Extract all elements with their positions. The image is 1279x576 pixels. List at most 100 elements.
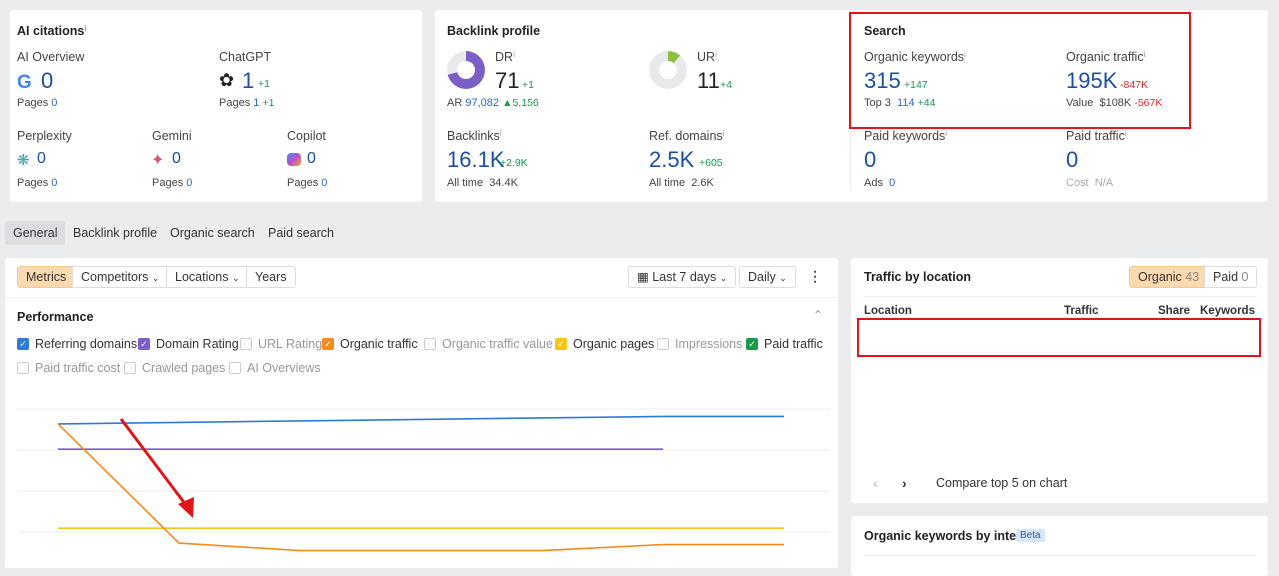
competitors-dropdown[interactable]: Competitors ⌄ <box>72 266 169 288</box>
ai-overview-pages[interactable]: 0 <box>51 97 58 109</box>
ref-domains-all-time: 2.6K <box>691 177 714 189</box>
top3-value[interactable]: 114 <box>897 97 915 109</box>
backlinks-all-time: 34.4K <box>489 177 518 189</box>
divider <box>5 297 838 298</box>
info-icon[interactable]: i <box>715 50 717 59</box>
col-traffic: Traffic <box>1064 305 1099 317</box>
info-icon[interactable]: i <box>1143 50 1146 59</box>
next-page-icon[interactable]: › <box>902 475 907 491</box>
interval-label: Daily <box>748 270 776 284</box>
ur-label: UR <box>697 50 716 64</box>
organic-keywords-label: Organic keywords <box>864 50 965 64</box>
prev-page-icon[interactable]: ‹ <box>873 475 878 491</box>
organic-traffic-label: Organic traffic <box>1066 50 1144 64</box>
ads-value[interactable]: 0 <box>889 177 896 189</box>
chatgpt-value[interactable]: 1 <box>242 68 255 93</box>
info-icon[interactable]: i <box>499 129 502 138</box>
ar-value[interactable]: 97,082 <box>465 97 499 109</box>
chevron-down-icon: ⌄ <box>151 273 160 283</box>
traffic-by-location-card <box>851 258 1268 503</box>
ur-delta: +4 <box>720 79 732 91</box>
ref-domains-value[interactable]: 2.5K <box>649 147 695 172</box>
more-options-icon[interactable]: ⋮ <box>808 268 822 284</box>
info-icon[interactable]: i <box>1124 129 1127 138</box>
divider <box>850 130 851 190</box>
compare-top5-link[interactable]: Compare top 5 on chart <box>936 476 1068 490</box>
ur-donut <box>649 51 687 89</box>
checkbox-impressions[interactable]: Impressions <box>657 337 742 351</box>
info-icon[interactable]: i <box>84 24 87 33</box>
chatgpt-icon: ✿ <box>219 70 235 90</box>
info-icon[interactable]: i <box>722 129 725 138</box>
organic-traffic-delta: -847K <box>1120 79 1149 91</box>
checkbox-label: Organic pages <box>573 337 655 351</box>
google-icon: G <box>17 72 32 93</box>
interval-dropdown[interactable]: Daily ⌄ <box>739 266 796 288</box>
perplexity-label: Perplexity <box>17 129 72 143</box>
checkbox-box <box>657 338 669 350</box>
organic-traffic-value[interactable]: 195K <box>1066 68 1118 93</box>
dr-label: DR <box>495 50 514 64</box>
checkbox-crawled-pages[interactable]: Crawled pages <box>124 361 225 375</box>
gemini-icon: ✦ <box>151 152 165 169</box>
locations-dropdown[interactable]: Locations ⌄ <box>166 266 249 288</box>
chevron-down-icon: ⌄ <box>779 273 787 283</box>
organic-toggle[interactable]: Organic 43 <box>1129 266 1209 288</box>
organic-keywords-value[interactable]: 315 <box>864 68 901 93</box>
date-range-label: Last 7 days <box>652 270 717 284</box>
checkbox-domain-rating[interactable]: ✓ Domain Rating <box>138 337 239 351</box>
checkbox-organic-pages[interactable]: ✓ Organic pages <box>555 337 654 351</box>
checkbox-label: Organic traffic <box>340 337 418 351</box>
chatgpt-pages-delta: +1 <box>262 97 275 109</box>
organic-label: Organic <box>1138 270 1182 284</box>
ai-overview-value[interactable]: 0 <box>41 68 54 93</box>
ar-delta-up-icon: ▲ <box>502 97 513 109</box>
info-icon[interactable]: i <box>513 50 515 59</box>
perplexity-value[interactable]: 0 <box>37 150 46 167</box>
top3-label: Top 3 <box>864 97 891 109</box>
checkbox-organic-traffic-value[interactable]: Organic traffic value <box>424 337 553 351</box>
copilot-value[interactable]: 0 <box>307 150 316 167</box>
backlinks-value[interactable]: 16.1K <box>447 147 505 172</box>
gemini-pages[interactable]: 0 <box>186 177 193 189</box>
ar-label: AR <box>447 97 463 109</box>
checkbox-paid-traffic-cost[interactable]: Paid traffic cost <box>17 361 120 375</box>
overview-card: Backlink profile DRi 71 +1 AR 97,082 ▲5,… <box>435 10 1268 202</box>
collapse-chevron-up-icon[interactable]: ⌃ <box>813 308 824 322</box>
checkbox-label: Impressions <box>675 337 743 351</box>
copilot-pages[interactable]: 0 <box>321 177 328 189</box>
divider <box>864 296 1256 297</box>
checkbox-url-rating[interactable]: URL Rating <box>240 337 322 351</box>
checkbox-ai-overviews[interactable]: AI Overviews <box>229 361 321 375</box>
tab-general[interactable]: General <box>5 221 66 245</box>
paid-traffic-value[interactable]: 0 <box>1066 147 1079 172</box>
checkbox-box <box>229 362 241 374</box>
years-button[interactable]: Years <box>246 266 296 288</box>
tab-backlink-profile[interactable]: Backlink profile <box>73 226 158 240</box>
performance-card <box>5 258 838 568</box>
dr-delta: +1 <box>522 79 534 91</box>
organic-keywords-delta: +147 <box>904 79 928 91</box>
gemini-value[interactable]: 0 <box>172 150 181 167</box>
checkbox-referring-domains[interactable]: ✓ Referring domains <box>17 337 137 351</box>
chevron-down-icon: ⌄ <box>232 273 240 283</box>
divider <box>864 555 1256 556</box>
chatgpt-pages[interactable]: 1 <box>253 97 260 109</box>
paid-toggle[interactable]: Paid 0 <box>1204 266 1258 288</box>
perplexity-pages[interactable]: 0 <box>51 177 58 189</box>
tab-paid-search[interactable]: Paid search <box>268 226 335 240</box>
paid-keywords-value[interactable]: 0 <box>864 147 877 172</box>
tab-organic-search[interactable]: Organic search <box>170 226 255 240</box>
checkbox-paid-traffic[interactable]: ✓ Paid traffic <box>746 337 823 351</box>
chatgpt-delta: +1 <box>258 78 270 90</box>
paid-label: Paid <box>1213 270 1239 284</box>
gemini-label: Gemini <box>152 129 192 143</box>
intent-title: Organic keywords by intent <box>864 529 1028 543</box>
date-range-dropdown[interactable]: ▦ Last 7 days ⌄ <box>628 266 737 288</box>
info-icon[interactable]: i <box>945 129 948 138</box>
checkbox-organic-traffic[interactable]: ✓ Organic traffic <box>322 337 418 351</box>
checkmark-icon: ✓ <box>138 338 150 350</box>
top3-delta: +44 <box>917 97 936 109</box>
info-icon[interactable]: i <box>964 50 966 59</box>
checkmark-icon: ✓ <box>17 338 29 350</box>
